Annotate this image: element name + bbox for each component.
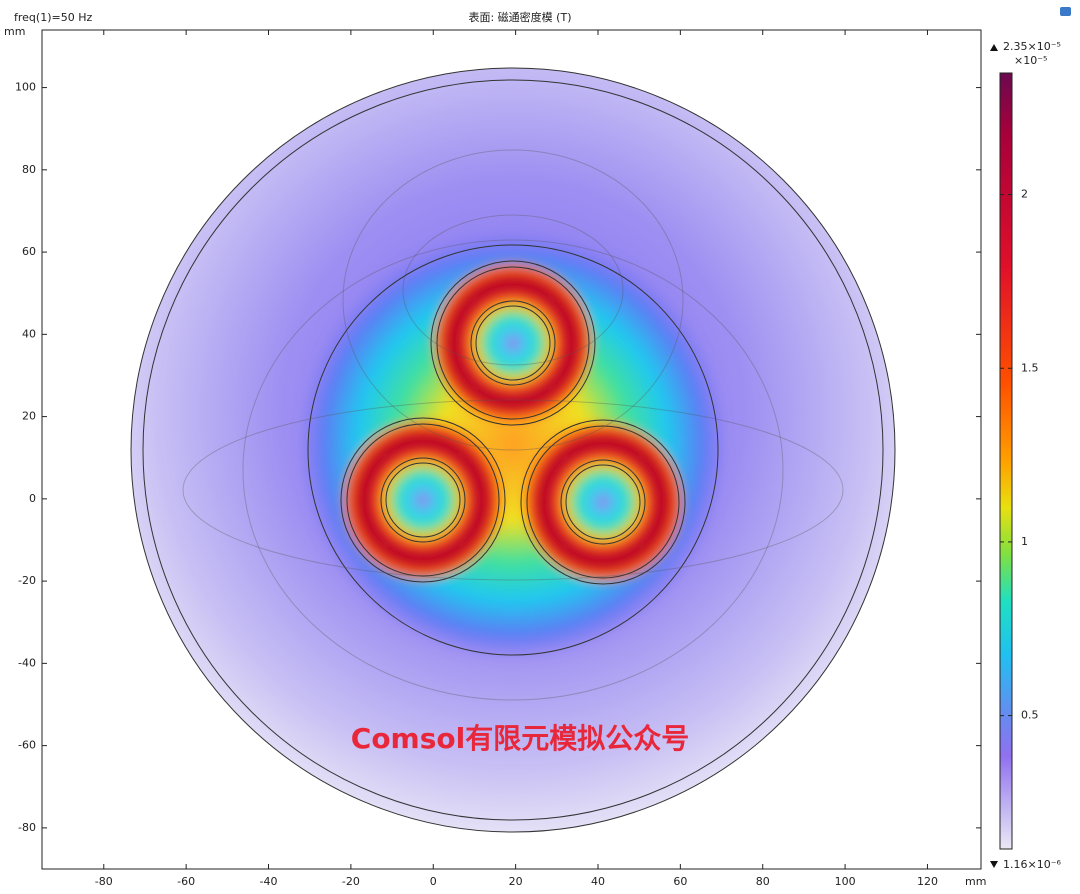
- x-tick-label: 120: [917, 875, 938, 888]
- x-axis-label: mm: [965, 875, 986, 888]
- y-tick-label: -20: [18, 574, 36, 587]
- x-tick-label: -80: [95, 875, 113, 888]
- max-marker: [990, 44, 998, 51]
- axes-frame: [41, 29, 982, 870]
- x-tick-label: 20: [509, 875, 523, 888]
- chart-title: 表面: 磁通密度模 (T): [468, 10, 571, 24]
- y-tick-label: 40: [22, 327, 36, 340]
- colorbar-scale: ×10⁻⁵: [1014, 54, 1047, 67]
- x-tick-label: 60: [673, 875, 687, 888]
- y-tick-label: 100: [15, 81, 36, 94]
- colorbar-tick-label: 0.5: [1021, 709, 1039, 722]
- x-tick-label: 40: [591, 875, 605, 888]
- colorbar-min: 1.16×10⁻⁶: [1003, 858, 1062, 871]
- parameter-label: freq(1)=50 Hz: [14, 11, 92, 24]
- x-tick-label: 100: [835, 875, 856, 888]
- y-tick-label: 60: [22, 245, 36, 258]
- x-tick-label: -20: [342, 875, 360, 888]
- x-tick-label: 0: [430, 875, 437, 888]
- y-tick-label: 80: [22, 163, 36, 176]
- colorbar-tick-label: 1.5: [1021, 361, 1039, 374]
- y-tick-label: -40: [18, 656, 36, 669]
- x-tick-label: -40: [260, 875, 278, 888]
- app-icon[interactable]: [1060, 7, 1071, 16]
- y-tick-label: -60: [18, 739, 36, 752]
- colorbar-tick-label: 1: [1021, 535, 1028, 548]
- x-tick-label: -60: [177, 875, 195, 888]
- colorbar: [999, 72, 1013, 850]
- y-tick-label: 0: [29, 492, 36, 505]
- y-tick-label: 20: [22, 410, 36, 423]
- colorbar-tick-label: 2: [1021, 188, 1028, 201]
- colorbar-max: 2.35×10⁻⁵: [1003, 40, 1061, 53]
- watermark: Comsol有限元模拟公众号: [351, 722, 689, 755]
- x-tick-label: 80: [756, 875, 770, 888]
- field-plot: [130, 67, 896, 833]
- min-marker: [990, 861, 998, 868]
- y-tick-label: -80: [18, 821, 36, 834]
- y-axis-label: mm: [4, 25, 25, 38]
